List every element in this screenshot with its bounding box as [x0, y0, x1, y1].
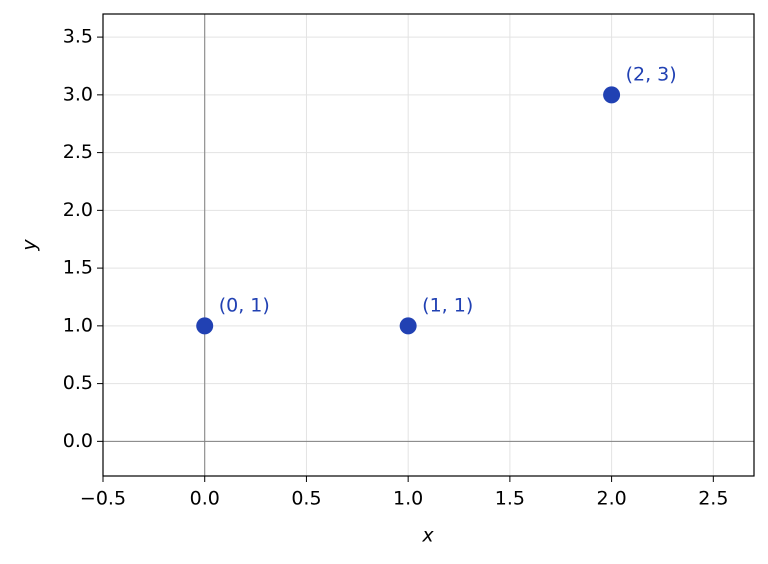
x-tick-label: 0.0: [190, 488, 220, 510]
point-label: (2, 3): [626, 63, 677, 85]
y-tick-label: 0.0: [63, 430, 93, 452]
y-tick-label: 3.5: [63, 26, 93, 48]
x-tick-label: −0.5: [80, 488, 126, 510]
x-tick-label: 2.5: [698, 488, 728, 510]
x-axis-label: x: [421, 525, 434, 547]
point: [196, 317, 214, 335]
y-tick-label: 1.5: [63, 257, 93, 279]
x-tick-label: 2.0: [596, 488, 626, 510]
point-label: (0, 1): [219, 294, 270, 316]
y-tick-label: 0.5: [63, 372, 93, 394]
plot-frame: [102, 13, 755, 477]
x-tick-label: 1.0: [393, 488, 423, 510]
x-tick-label: 1.5: [495, 488, 525, 510]
y-tick-label: 2.5: [63, 141, 93, 163]
x-tick-label: 0.5: [291, 488, 321, 510]
y-tick-label: 1.0: [63, 314, 93, 336]
point: [603, 86, 621, 104]
point: [399, 317, 417, 335]
y-tick-label: 3.0: [63, 83, 93, 105]
y-tick-label: 2.0: [63, 199, 93, 221]
y-axis-label: y: [19, 239, 41, 252]
point-label: (1, 1): [422, 294, 473, 316]
